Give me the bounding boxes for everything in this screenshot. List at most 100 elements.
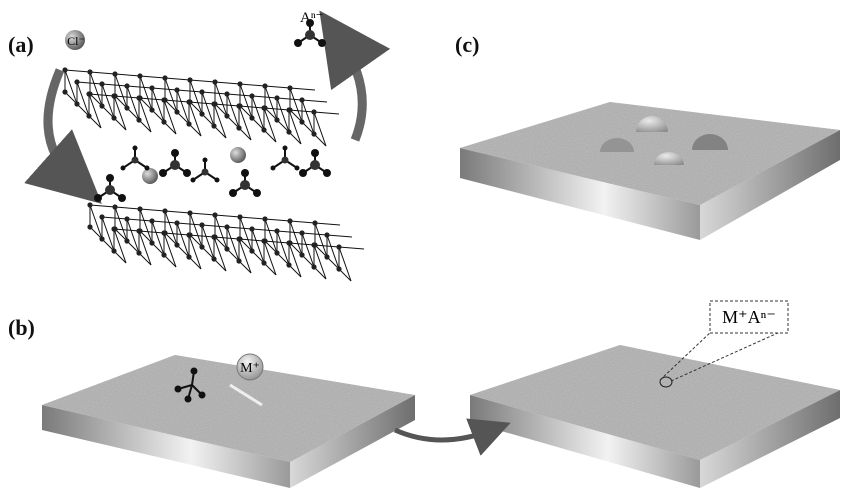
bond	[252, 229, 264, 263]
bond	[90, 205, 102, 239]
figure: M⁺Aⁿ⁻ Cl⁻ M⁺ Aⁿ⁻ (a) (b) (c)	[0, 0, 842, 489]
atom	[87, 224, 92, 229]
atom	[249, 93, 254, 98]
atom	[224, 113, 229, 118]
atom	[299, 169, 307, 177]
bond	[290, 88, 315, 90]
atom	[133, 146, 138, 151]
atom	[87, 69, 92, 74]
atom	[112, 204, 117, 209]
bond	[252, 96, 264, 130]
atom	[295, 166, 300, 171]
atom	[261, 105, 266, 110]
atom	[159, 169, 167, 177]
bond	[127, 219, 139, 253]
atom	[287, 218, 292, 223]
atom	[124, 238, 129, 243]
atom	[149, 240, 154, 245]
atom	[312, 220, 317, 225]
atom	[162, 75, 167, 80]
atom	[199, 244, 204, 249]
bond	[315, 223, 340, 225]
atom	[74, 79, 79, 84]
atom	[124, 105, 129, 110]
panel-label: (b)	[8, 315, 35, 340]
atom	[161, 230, 166, 235]
exchange-arrow	[340, 40, 362, 140]
atom	[162, 208, 167, 213]
atom	[283, 146, 288, 151]
atom	[99, 236, 104, 241]
atom	[149, 107, 154, 112]
atom	[112, 71, 117, 76]
bond	[227, 227, 239, 261]
atom	[287, 85, 292, 90]
atom	[99, 214, 104, 219]
atom	[199, 222, 204, 227]
atom	[86, 91, 91, 96]
atom	[274, 95, 279, 100]
atom	[261, 260, 266, 265]
atom	[215, 178, 220, 183]
atom	[161, 252, 166, 257]
bond	[190, 80, 215, 82]
atom	[249, 115, 254, 120]
atom	[323, 169, 331, 177]
bond	[190, 213, 215, 215]
atom	[149, 85, 154, 90]
atom	[187, 77, 192, 82]
atom	[286, 262, 291, 267]
atom	[86, 113, 91, 118]
bond	[302, 100, 327, 102]
atom	[199, 392, 206, 399]
atom	[282, 157, 289, 164]
atom	[186, 99, 191, 104]
atom	[324, 254, 329, 259]
bond	[77, 82, 89, 116]
bond	[177, 90, 189, 124]
bond	[327, 235, 339, 269]
atom	[212, 79, 217, 84]
atom	[199, 111, 204, 116]
atom	[191, 178, 196, 183]
atom	[174, 220, 179, 225]
atom	[274, 228, 279, 233]
atom	[136, 117, 141, 122]
atom	[324, 232, 329, 237]
substrate-b	[42, 355, 415, 488]
atom	[286, 129, 291, 134]
panel-label: (a)	[8, 32, 34, 57]
bond	[215, 82, 240, 84]
atom	[236, 236, 241, 241]
atom	[111, 248, 116, 253]
bond	[215, 215, 240, 217]
atom	[137, 206, 142, 211]
atom	[286, 240, 291, 245]
atom	[203, 158, 208, 163]
atom	[174, 87, 179, 92]
atom	[136, 250, 141, 255]
atom	[94, 194, 102, 202]
atom	[211, 101, 216, 106]
bond	[127, 86, 139, 120]
atom	[191, 368, 198, 375]
atom	[237, 214, 242, 219]
atom	[241, 169, 249, 177]
atom	[336, 244, 341, 249]
bond	[277, 231, 289, 265]
atom	[111, 226, 116, 231]
atom	[87, 202, 92, 207]
ldh-layers	[62, 67, 364, 281]
atom	[311, 131, 316, 136]
bond	[314, 112, 339, 114]
atom	[271, 166, 276, 171]
atom	[62, 89, 67, 94]
bond	[90, 205, 115, 207]
atom	[224, 246, 229, 251]
atom	[311, 242, 316, 247]
atom	[136, 228, 141, 233]
salt-label: M⁺Aⁿ⁻	[722, 307, 776, 327]
atom	[224, 91, 229, 96]
atom	[161, 119, 166, 124]
bond	[227, 94, 239, 128]
